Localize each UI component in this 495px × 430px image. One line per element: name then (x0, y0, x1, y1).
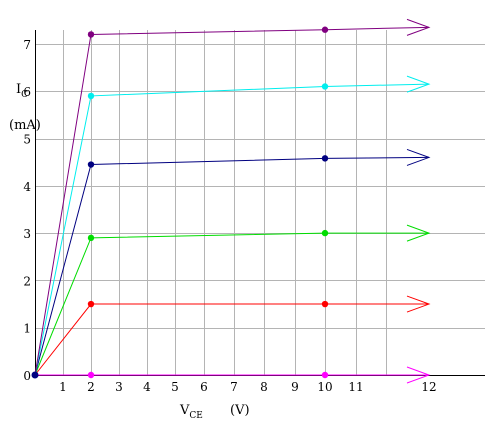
series-line-2 (34, 303, 429, 376)
y-axis-label-main: I (16, 82, 21, 97)
x-axis-label-main: V (179, 403, 190, 418)
x-tick-labels: 1 2 3 4 5 6 7 8 9 10 11 12 (59, 380, 436, 394)
x-tick-label: 2 (87, 380, 95, 394)
series-6-point-2 (321, 26, 329, 33)
x-tick-label: 1 (59, 380, 67, 394)
grid-lines (35, 30, 485, 375)
series-line-3 (34, 232, 429, 376)
x-tick-label: 5 (171, 380, 179, 394)
x-tick-label: 9 (291, 380, 299, 394)
series-5-point-2 (321, 83, 329, 90)
series-6-point-1 (87, 31, 95, 38)
series-3-point-1 (87, 234, 95, 242)
origin-point (31, 371, 39, 379)
series-arrow-1 (406, 366, 431, 384)
series-line-5 (34, 83, 430, 376)
series-lines (34, 18, 431, 384)
x-tick-label: 11 (348, 380, 363, 394)
y-tick-label: 3 (23, 227, 31, 241)
x-tick-label: 3 (115, 380, 123, 394)
x-tick-label: 8 (260, 380, 268, 394)
y-tick-label: 6 (23, 85, 31, 99)
x-tick-label: 10 (317, 380, 332, 394)
series-2-point-2 (321, 300, 329, 308)
series-arrow-6 (406, 18, 431, 36)
series-5-point-1 (87, 92, 95, 100)
series-arrow-4 (406, 148, 431, 166)
y-tick-labels: 0 1 2 3 4 5 6 7 (23, 38, 31, 383)
y-axis-label-sub: C (21, 90, 28, 100)
data-markers (31, 26, 329, 379)
x-axis-label-sub: CE (189, 411, 202, 421)
y-axis-unit: (mA) (9, 118, 41, 133)
series-2-point-1 (87, 300, 95, 308)
series-arrow-3 (406, 224, 431, 242)
y-tick-label: 4 (23, 180, 31, 194)
x-tick-label: 7 (230, 380, 238, 394)
y-tick-label: 1 (23, 322, 31, 336)
y-tick-label: 7 (23, 38, 31, 52)
x-tick-label: 12 (421, 380, 436, 394)
series-1-point-1 (87, 371, 95, 379)
x-axis-label: VCE (179, 403, 203, 421)
y-axis-label: IC (16, 82, 28, 100)
series-arrow-2 (406, 295, 431, 313)
series-line-4 (34, 156, 430, 376)
series-1-point-2 (321, 371, 329, 379)
x-tick-label: 4 (143, 380, 151, 394)
x-tick-label: 6 (200, 380, 208, 394)
y-tick-label: 5 (23, 133, 31, 147)
x-axis-unit: (V) (230, 403, 250, 418)
series-4-point-2 (321, 155, 329, 162)
y-tick-label: 2 (23, 274, 31, 288)
y-tick-label: 0 (23, 369, 31, 383)
series-3-point-2 (321, 229, 329, 237)
axes (35, 30, 485, 376)
series-arrow-5 (406, 75, 431, 93)
series-line-6 (34, 26, 430, 376)
series-4-point-1 (87, 161, 95, 168)
